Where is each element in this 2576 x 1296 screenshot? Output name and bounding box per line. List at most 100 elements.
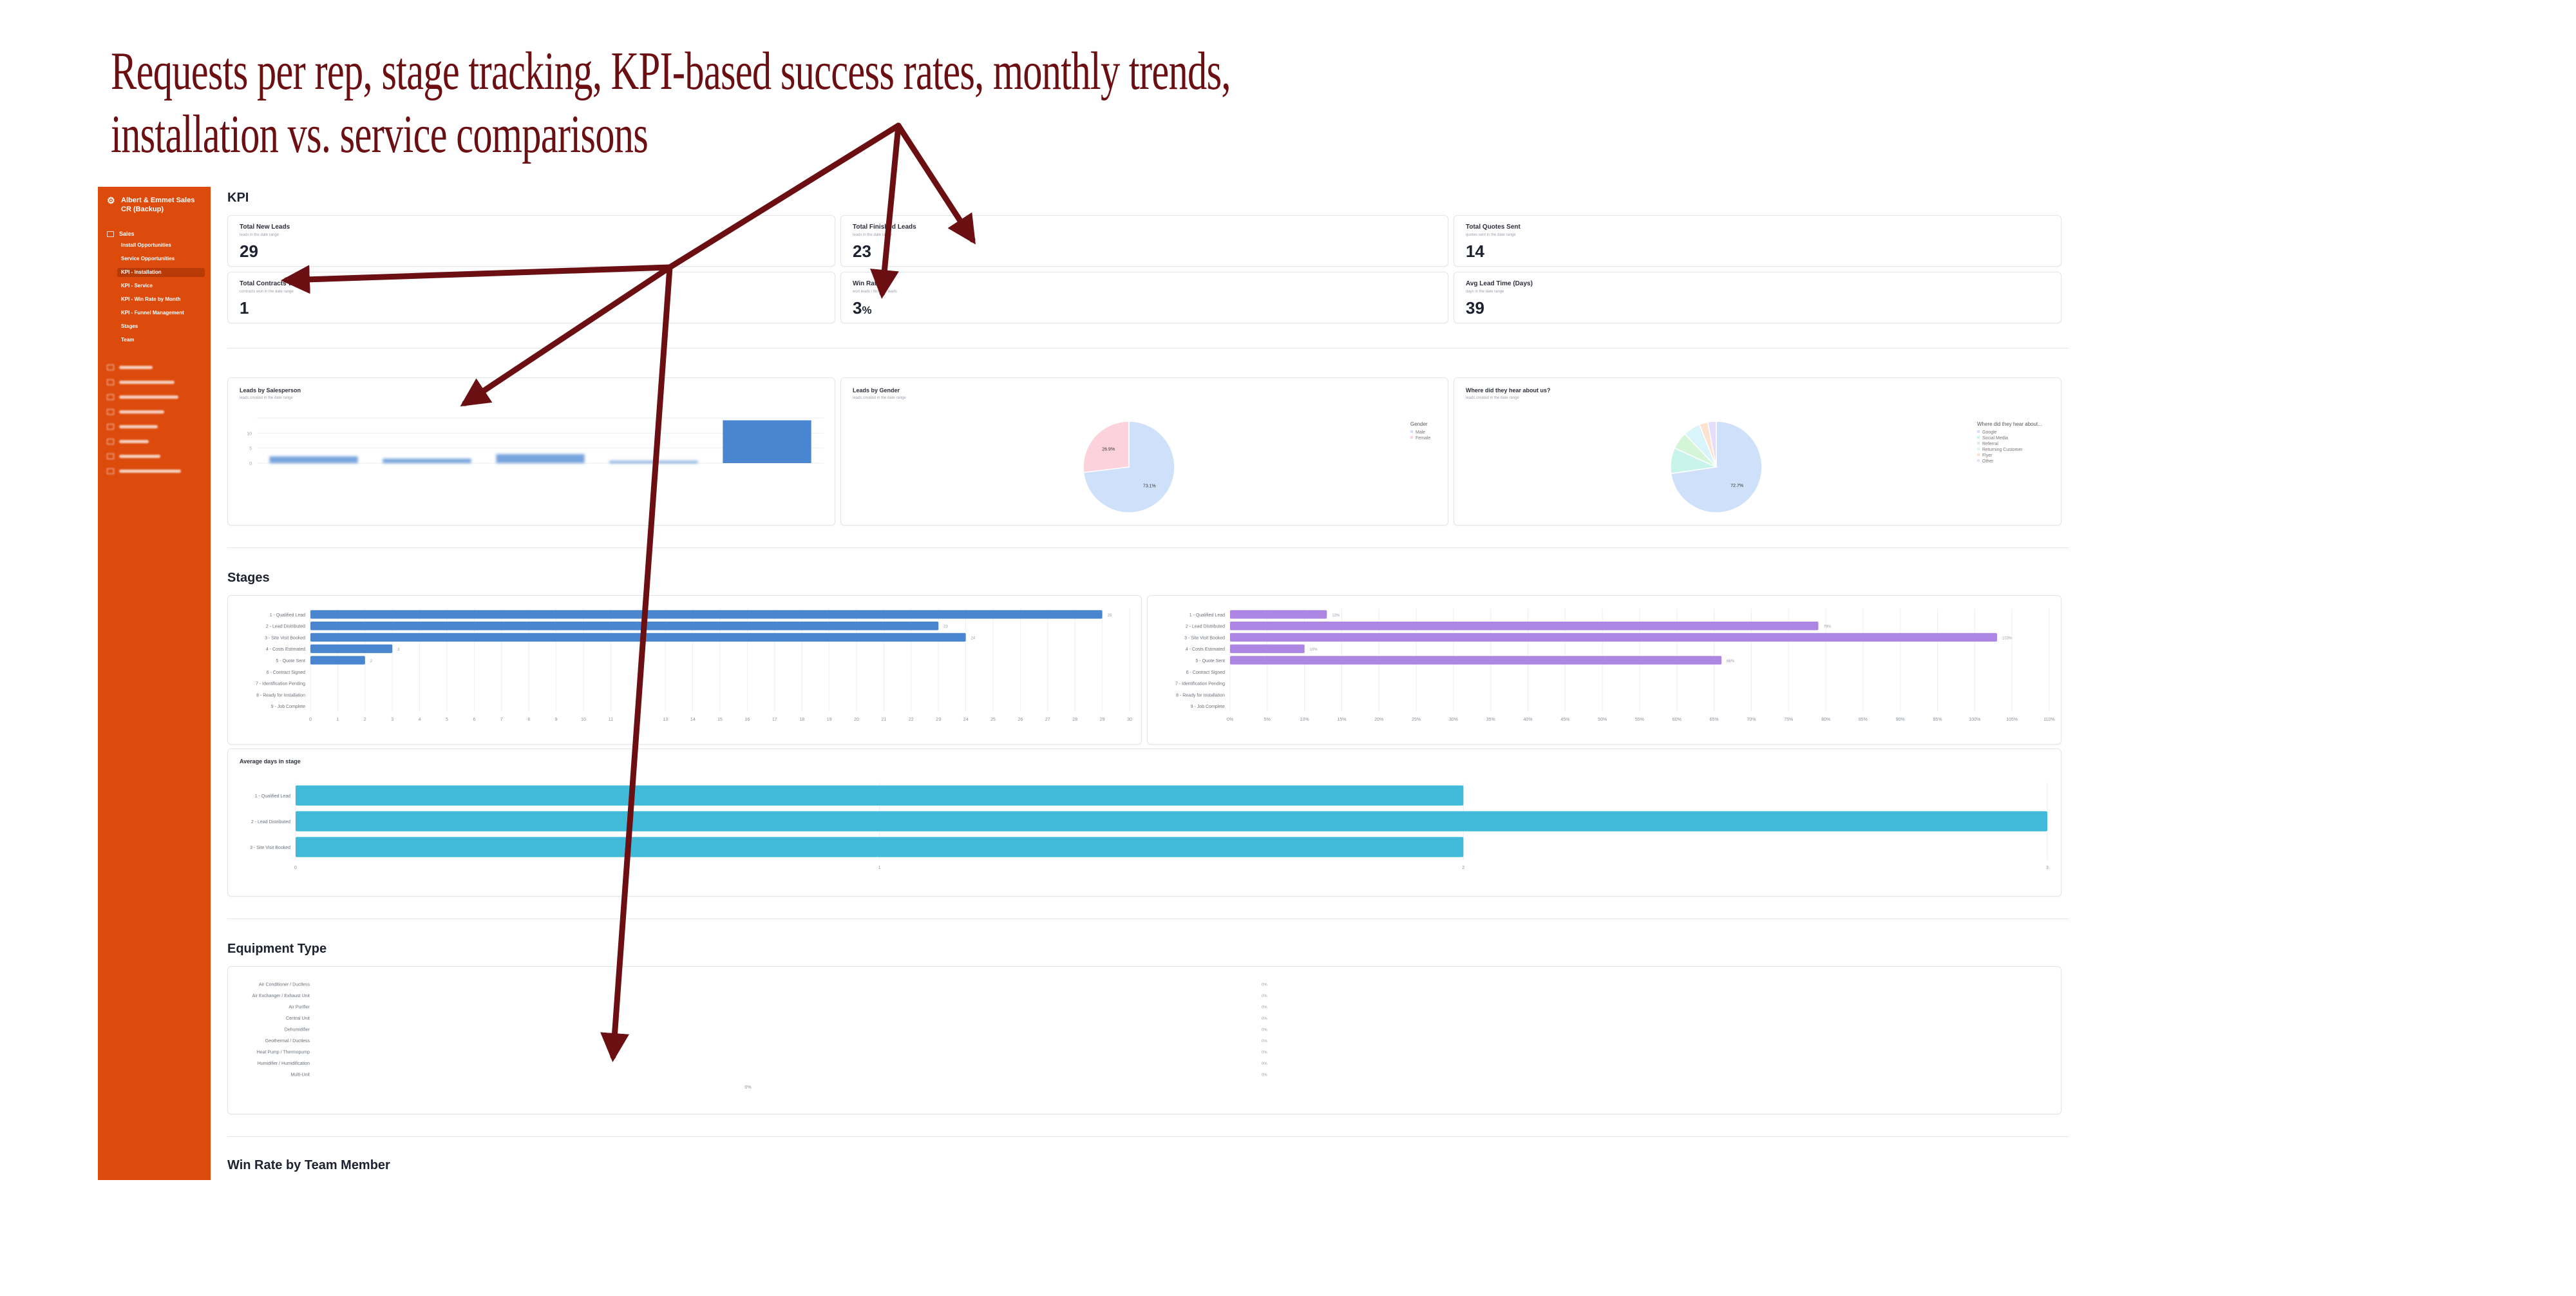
average-days-chart: 0 1 2 3 1 - Qualified Lead 2 - Lead Distribut… (250, 783, 2049, 870)
x-tick-label: 100% (1969, 718, 1980, 722)
sidebar-item-service-opportunities[interactable]: Service Opportunities (121, 256, 175, 262)
value-label: 10% (1310, 648, 1318, 652)
x-tick-label: 30 (1127, 718, 1132, 722)
kpi-card-value: 39 (1466, 298, 1484, 318)
y-tick-label: Multi-Unit (290, 1072, 310, 1077)
value-label: 24 (971, 636, 976, 640)
pie-slice (1083, 421, 1130, 473)
x-tick-label: 12 (636, 718, 641, 722)
x-tick-label: 3 (2046, 866, 2049, 870)
x-tick-label: 22 (909, 718, 914, 722)
y-tick-label: Heat Pump / Thermopump (257, 1050, 310, 1054)
hear-about-us-card: Where did they hear about us? leads crea… (1454, 377, 2061, 526)
y-tick-label: 3 - Site Visit Booked (1184, 636, 1225, 640)
x-tick-label: 7 (500, 718, 503, 722)
bar (296, 811, 2047, 832)
stages-section-title: Stages (227, 571, 270, 585)
value-label: 0% (1262, 1017, 1267, 1021)
x-tick-label: 27 (1045, 718, 1050, 722)
x-tick-label: 17 (772, 718, 777, 722)
y-tick-label: 2 - Lead Distributed (251, 820, 290, 824)
legend-swatch (1977, 448, 1980, 450)
sidebar-item-team[interactable]: Team (121, 337, 135, 343)
legend-title: Gender (1410, 421, 1428, 427)
x-tick-label: 18 (799, 718, 804, 722)
bar (310, 622, 939, 631)
y-tick-label: 5 - Quote Sent (1195, 659, 1225, 663)
bar (310, 633, 966, 642)
annotation-line-2: installation vs. service comparisons (111, 104, 649, 164)
chart-subtitle: leads created in the date range (853, 396, 906, 400)
kpi-section-title: KPI (227, 191, 249, 205)
annotation-line-1: Requests per rep, stage tracking, KPI-ba… (111, 41, 1231, 101)
kpi-card: Avg Lead Time (Days) days in the date ra… (1454, 272, 2061, 323)
sidebar-item-install-opportunities[interactable]: Install Opportunities (121, 242, 171, 248)
value-label: 0% (1262, 984, 1267, 987)
bar (609, 461, 698, 463)
sidebar-item-blurred[interactable] (107, 423, 158, 430)
leads-by-salesperson-chart: 10 5 0 (247, 417, 824, 466)
sidebar-item-kpi-service[interactable]: KPI - Service (121, 283, 153, 289)
x-tick-label: 19 (827, 718, 832, 722)
bar (383, 459, 471, 463)
x-tick-label: 21 (882, 718, 887, 722)
sidebar-item-stages[interactable]: Stages (121, 323, 138, 329)
y-tick-label: 3 - Site Visit Booked (250, 846, 290, 850)
value-label: 0% (1262, 1040, 1267, 1043)
value-label: 0% (1262, 995, 1267, 998)
kpi-card-title: Avg Lead Time (Days) (1466, 280, 1533, 287)
kpi-card-subtitle: leads in the date range (853, 233, 893, 237)
legend-label: Google (1982, 430, 1997, 435)
value-label: 13% (1332, 614, 1340, 618)
chart-subtitle: leads created in the date range (240, 396, 293, 400)
average-days-card: Average days in stage 0 1 2 3 1 - Qualified … (227, 748, 2061, 897)
value-label: 0% (1262, 1073, 1267, 1077)
sidebar-item-blurred[interactable] (107, 453, 160, 459)
kpi-card: Total New Leads leads in the date range … (227, 215, 835, 267)
sidebar-section-sales[interactable]: Sales (107, 231, 135, 237)
legend-title: Where did they hear about... (1977, 421, 2042, 427)
kpi-card-value: 3% (853, 298, 872, 318)
y-tick-label: Geothermal / Ductless (265, 1039, 310, 1043)
company-name: Albert & Emmet Sales CR (Backup) (121, 196, 195, 213)
legend-swatch (1977, 442, 1980, 444)
y-tick-label: Central Unit (286, 1016, 310, 1021)
sidebar-item-blurred[interactable] (107, 408, 164, 415)
x-tick-label: 0 (294, 866, 297, 870)
bar (723, 420, 811, 463)
y-tick-label: Air Exchanger / Exhaust Unit (252, 994, 310, 998)
legend-label: Male (1416, 430, 1425, 435)
annotation-caption: Requests per rep, stage tracking, KPI-ba… (111, 40, 1231, 166)
sidebar-item-kpi-installation[interactable]: KPI - Installation (117, 268, 205, 277)
hear-about-us-chart: 72.7% Where did they hear about... GoogleS… (1670, 421, 2042, 513)
sidebar-item-blurred[interactable] (107, 364, 153, 370)
x-tick-label: 25 (990, 718, 996, 722)
x-tick-label: 2 (1462, 866, 1464, 870)
sidebar-item-blurred[interactable] (107, 379, 175, 385)
legend-swatch (1977, 459, 1980, 462)
x-tick-label: 0% (744, 1085, 751, 1090)
y-tick-label: 8 - Ready for Installation (1176, 693, 1225, 698)
x-tick-label: 29 (1100, 718, 1105, 722)
x-tick-label: 0% (1227, 718, 1233, 722)
x-tick-label: 1 (336, 718, 339, 722)
y-tick-label: 5 (249, 447, 252, 452)
chart-subtitle: leads created in the date range (1466, 396, 1519, 400)
bar (269, 456, 358, 463)
sidebar-item-kpi-funnel[interactable]: KPI - Funnel Management (121, 310, 184, 316)
sidebar-item-blurred[interactable] (107, 468, 181, 474)
y-tick-label: 9 - Job Complete (1191, 705, 1225, 709)
kpi-card-title: Total Quotes Sent (1466, 224, 1520, 231)
kpi-card-value: 23 (853, 242, 871, 261)
x-tick-label: 2 (364, 718, 366, 722)
x-tick-label: 30% (1449, 718, 1458, 722)
x-tick-label: 15% (1337, 718, 1346, 722)
y-tick-label: 6 - Contract Signed (1186, 671, 1225, 675)
sidebar-item-kpi-win-rate[interactable]: KPI - Win Rate by Month (121, 296, 181, 302)
x-tick-label: 9 (555, 718, 558, 722)
sidebar-item-blurred[interactable] (107, 438, 149, 444)
leads-by-gender-card: Leads by Gender leads created in the dat… (840, 377, 1448, 526)
sidebar-item-blurred[interactable] (107, 394, 178, 400)
pie-label: 73.1% (1143, 484, 1156, 488)
